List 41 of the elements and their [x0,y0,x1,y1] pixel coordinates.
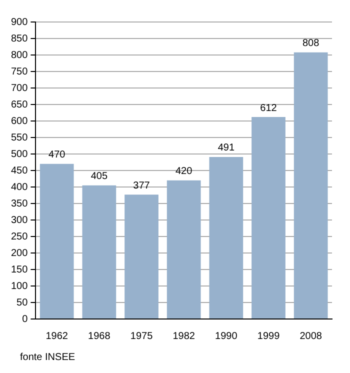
y-tick-label: 750 [10,66,28,78]
y-tick-label: 500 [10,148,28,160]
bar [252,117,286,318]
y-tick-label: 0 [22,314,28,325]
data-label: 470 [48,150,66,161]
x-tick-label: 1975 [130,330,154,342]
bar [209,156,244,318]
y-tick-label: 800 [10,50,28,61]
y-tick-label: 100 [10,280,28,292]
bar [294,52,328,318]
x-tick-label: 1982 [172,330,196,342]
data-label: 377 [133,180,150,192]
source-note: fonte INSEE [20,352,76,363]
bar [166,180,201,318]
data-label: 405 [90,171,108,182]
bar [124,194,158,318]
data-label: 420 [176,166,193,178]
y-tick-label: 50 [16,297,28,308]
data-label: 612 [260,102,278,114]
y-tick-label: 700 [10,82,28,94]
x-tick-label: 1999 [257,330,280,342]
y-tick-label: 300 [10,214,28,226]
x-tick-label: 1968 [88,330,111,342]
x-tick-label: 2008 [300,330,322,342]
y-tick-label: 900 [10,16,28,28]
bar [40,164,74,318]
x-tick-label: 1990 [215,330,238,342]
y-tick-label: 600 [10,116,28,127]
y-tick-label: 250 [10,231,28,242]
y-tick-label: 200 [10,248,28,259]
y-tick-label: 850 [10,33,28,44]
y-tick-label: 650 [10,99,28,110]
y-tick-label: 150 [10,264,28,276]
data-label: 491 [218,142,235,154]
y-tick-label: 350 [10,198,28,210]
y-tick-label: 400 [10,182,28,193]
x-tick-label: 1962 [46,330,68,342]
data-label: 808 [302,38,320,50]
bar [82,185,116,318]
y-tick-label: 550 [10,132,28,144]
y-tick-label: 450 [10,165,28,176]
